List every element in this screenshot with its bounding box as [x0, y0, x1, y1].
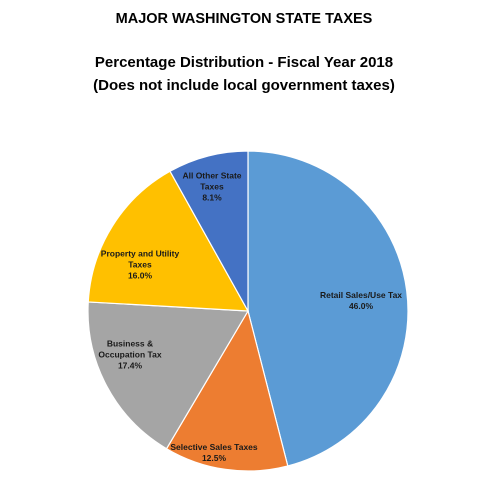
pie-slice-business-occupation-tax [87, 301, 250, 450]
pie-slice-property-and-utility-taxes [87, 170, 250, 312]
data-label-selective-sales-taxes: Selective Sales Taxes 12.5% [170, 442, 258, 463]
data-label-retail-sales-use-tax: Retail Sales/Use Tax 46.0% [320, 290, 402, 311]
pie-slice-selective-sales-taxes [165, 309, 289, 472]
chart-subtitle-line-2: (Does not include local government taxes… [93, 77, 395, 94]
pie-slice-retail-sales-use-tax [247, 150, 409, 467]
pie-slice-all-other-state-taxes [169, 150, 249, 314]
data-label-property-and-utility-taxes: Property and Utility Taxes 16.0% [101, 248, 180, 280]
chart-title: MAJOR WASHINGTON STATE TAXES [115, 11, 373, 27]
data-label-all-other-state-taxes: All Other State Taxes 8.1% [182, 170, 241, 202]
chart-subtitle-line-1: Percentage Distribution - Fiscal Year 20… [94, 54, 394, 71]
data-label-business-occupation-tax: Business & Occupation Tax 17.4% [98, 338, 161, 370]
